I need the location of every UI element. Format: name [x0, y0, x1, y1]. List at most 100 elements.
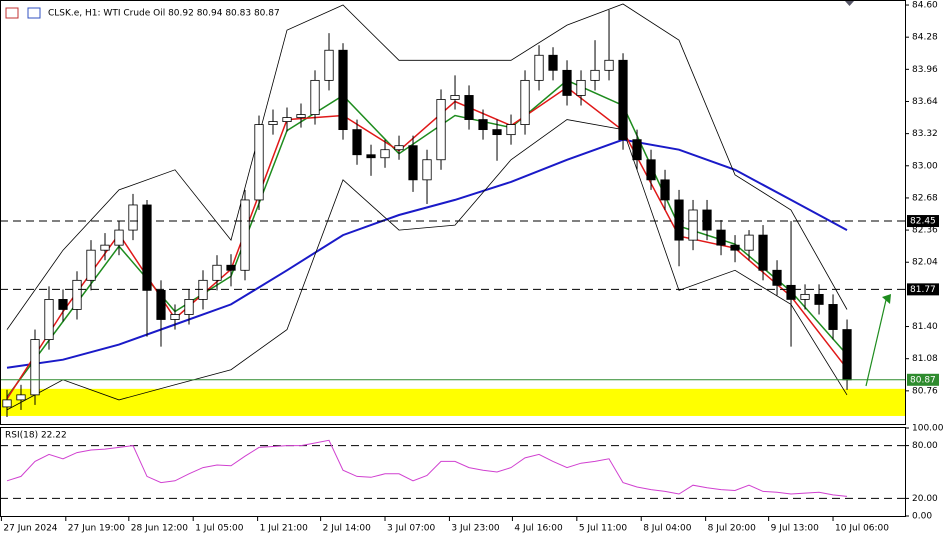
toolbar-icons	[5, 7, 41, 19]
candle-body	[842, 329, 852, 381]
candle-body	[2, 399, 12, 408]
candle-body	[422, 159, 432, 181]
x-tick-label: 3 Jul 07:00	[387, 524, 436, 534]
candle-body	[30, 339, 40, 396]
icon	[27, 7, 41, 19]
y-tick-label: 100.00	[912, 424, 944, 434]
indicator-line	[6, 3, 848, 330]
candle-body	[660, 179, 670, 201]
candle-body	[114, 229, 124, 246]
annotation-arrowhead	[882, 294, 891, 304]
indicator-line	[6, 119, 848, 411]
x-tick-label: 9 Jul 13:00	[771, 524, 820, 534]
x-tick-label: 3 Jul 23:00	[451, 524, 500, 534]
y-tick-label: 82.36	[912, 226, 938, 236]
candle-body	[338, 49, 348, 131]
candle-body	[772, 269, 782, 286]
candle-body	[814, 293, 824, 305]
candle-body	[562, 69, 572, 96]
candle-body	[576, 79, 586, 96]
annotation-arrow	[865, 299, 887, 387]
y-tick-label: 80.00	[912, 441, 938, 451]
candle-body	[170, 314, 180, 320]
price-label: 80.87	[910, 375, 936, 385]
candle-body	[618, 59, 628, 141]
candle-body	[506, 124, 516, 136]
candle-body	[226, 264, 236, 271]
candle-body	[674, 199, 684, 241]
rsi-title: RSI(18) 22.22	[5, 431, 67, 441]
x-tick-label: 10 Jul 06:00	[835, 524, 889, 534]
candle-body	[324, 49, 334, 81]
rsi-line	[6, 439, 848, 497]
x-tick-label: 1 Jul 21:00	[260, 524, 309, 534]
x-tick-label: 2 Jul 14:00	[323, 524, 372, 534]
y-tick-label: 0.00	[912, 512, 932, 522]
y-tick-label: 83.32	[912, 129, 938, 139]
plot-layer	[0, 3, 905, 499]
x-tick-label: 4 Jul 16:00	[514, 524, 563, 534]
rsi-frame	[0, 427, 906, 517]
scroll-marker	[845, 1, 854, 6]
candle-body	[478, 119, 488, 131]
candle-body	[492, 129, 502, 136]
candle-body	[72, 279, 82, 310]
candle-body	[464, 95, 474, 120]
x-tick-label: 5 Jul 11:00	[579, 524, 628, 534]
candle-body	[520, 79, 530, 125]
candle-body	[394, 145, 404, 151]
y-tick-label: 84.28	[912, 33, 938, 43]
y-tick-label: 83.96	[912, 65, 938, 75]
y-tick-label: 20.00	[912, 494, 938, 504]
y-tick-label: 82.68	[912, 193, 938, 203]
price-label-box	[907, 283, 939, 296]
candle-body	[184, 299, 194, 315]
y-tick-label: 81.08	[912, 354, 938, 364]
candle-body	[380, 149, 390, 159]
candle-body	[254, 124, 264, 201]
icon	[5, 7, 19, 19]
candle-body	[632, 139, 642, 161]
chart-title: CLSK.e, H1: WTI Crude Oil 80.92 80.94 80…	[48, 9, 280, 19]
x-tick-label: 8 Jul 20:00	[708, 524, 757, 534]
y-tick-label: 83.00	[912, 161, 938, 171]
candle-body	[534, 54, 544, 81]
candle-body	[744, 234, 754, 251]
candle-body	[310, 79, 320, 115]
candle-body	[16, 394, 26, 401]
candle-body	[366, 154, 376, 159]
y-tick-label: 84.60	[912, 1, 938, 11]
candle-body	[800, 293, 810, 300]
x-tick-label: 1 Jul 05:00	[195, 524, 244, 534]
zone	[1, 388, 905, 416]
candle-body	[688, 209, 698, 241]
candle-body	[156, 289, 166, 320]
candle-body	[716, 229, 726, 246]
candle-body	[758, 234, 768, 271]
candle-body	[100, 244, 110, 251]
candle-body	[44, 299, 54, 341]
y-tick-label: 80.76	[912, 386, 938, 396]
candle-body	[212, 264, 222, 281]
candle-body	[86, 249, 96, 281]
candle-body	[604, 59, 614, 71]
x-tick-label: 28 Jun 12:00	[131, 524, 188, 534]
candle-body	[198, 279, 208, 300]
candle-body	[548, 54, 558, 71]
candle-body	[450, 95, 460, 100]
y-tick-label: 83.64	[912, 97, 938, 107]
candle-body	[730, 244, 740, 251]
x-tick-label: 27 Jun 2024	[3, 524, 57, 534]
candle-body	[436, 99, 446, 161]
candle-body	[142, 204, 152, 291]
price-label: 82.45	[910, 217, 936, 227]
price-label: 81.77	[910, 285, 936, 295]
candle-body	[590, 69, 600, 81]
candle-body	[352, 129, 362, 156]
candle-body	[240, 199, 250, 271]
candle-body	[128, 204, 138, 231]
price-frame	[0, 0, 906, 425]
y-tick-label: 81.40	[912, 322, 938, 332]
